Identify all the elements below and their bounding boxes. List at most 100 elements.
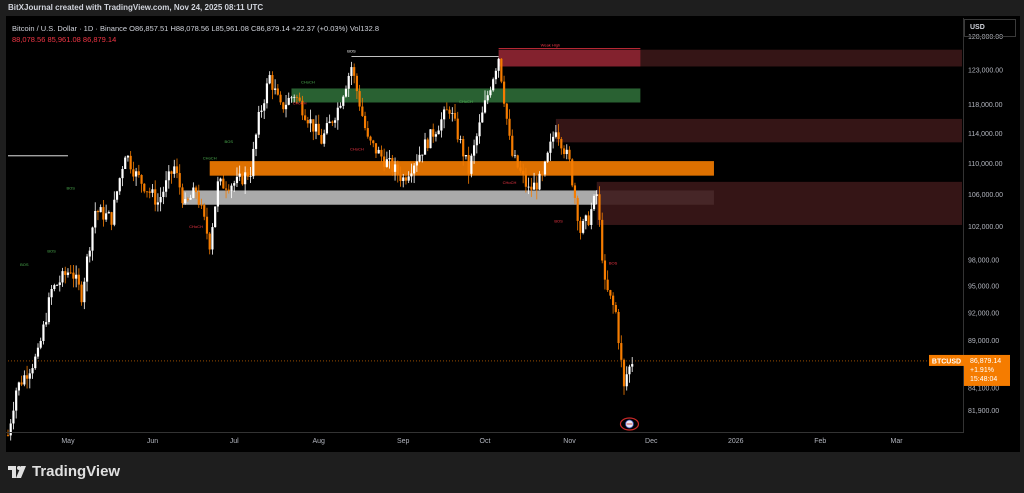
- y-tick-label: 128,000.00: [968, 34, 1003, 41]
- candle-body: [584, 215, 587, 221]
- candle-body: [72, 272, 75, 279]
- y-tick-label: 110,000.00: [968, 161, 1003, 168]
- candle-body: [470, 155, 473, 174]
- candle-body: [481, 112, 484, 123]
- candle-body: [96, 211, 100, 213]
- candle-body: [17, 382, 21, 391]
- candle-body: [105, 213, 108, 220]
- candle-body: [363, 115, 367, 129]
- candle-body: [554, 132, 557, 137]
- annotation-label: Weak High: [541, 42, 561, 47]
- candle-body: [211, 227, 214, 250]
- zone-box: [498, 49, 641, 67]
- x-tick-label: Aug: [312, 438, 325, 445]
- candle-body: [304, 115, 307, 120]
- candle-body: [164, 180, 168, 192]
- zone-box: [209, 161, 714, 176]
- candle-body: [268, 75, 271, 84]
- x-tick-label: Mar: [891, 438, 904, 445]
- candle-body: [137, 171, 140, 176]
- candle-body: [456, 118, 459, 140]
- time-axis: May Jun Jul Aug Sep Oct Nov Dec 2026 Feb Mar: [61, 438, 903, 445]
- candle-body: [192, 187, 195, 198]
- candle-body: [244, 172, 247, 185]
- candle-body: [587, 215, 590, 225]
- candle-body: [83, 281, 86, 303]
- candle-body: [238, 173, 241, 177]
- candle-body: [184, 198, 187, 204]
- candle-body: [631, 364, 634, 367]
- price-tag-symbol-bg: [929, 354, 964, 366]
- candle-body: [549, 141, 552, 153]
- candle-body: [323, 133, 326, 144]
- y-tick-label: 92,000.00: [968, 310, 999, 317]
- tradingview-logo-icon: [8, 465, 26, 478]
- annotation-label: BOS: [225, 139, 234, 144]
- candle-body: [219, 178, 222, 182]
- candle-body: [15, 390, 18, 411]
- currency-button[interactable]: [964, 19, 1016, 37]
- candle-body: [524, 174, 527, 187]
- candle-body: [189, 197, 192, 200]
- y-tick-label: 84,100.00: [968, 386, 999, 393]
- candle-body: [47, 297, 50, 323]
- price-tag: BTCUSD 86,879.14 +1.91% 15:48:04: [929, 354, 1010, 386]
- candle-body: [252, 148, 255, 177]
- candle-body: [88, 250, 91, 257]
- candle-body: [336, 107, 339, 121]
- candle-body: [388, 158, 391, 160]
- zone-box: [596, 181, 962, 225]
- candle-body: [45, 322, 48, 325]
- candle-body: [140, 175, 143, 184]
- legend-row-2: 88,078.56 85,961.08 86,879.14: [12, 35, 116, 44]
- candle-body: [80, 284, 83, 303]
- candle-body: [472, 145, 476, 156]
- candle-body: [31, 368, 34, 374]
- candle-body: [124, 157, 127, 169]
- candle-body: [135, 171, 138, 177]
- candle-body: [121, 168, 124, 179]
- annotation-label: BOS: [554, 219, 563, 224]
- candle-body: [601, 219, 604, 261]
- x-tick-label: Sep: [397, 438, 410, 445]
- chart-canvas[interactable]: BOS Weak High CHoCH CHoCH CHoCH CHoCH CHoCH CHo…: [0, 0, 1024, 452]
- annotation-label: CHoCH: [203, 156, 217, 161]
- y-tick-label: 81,900.00: [968, 408, 999, 415]
- candle-body: [423, 139, 427, 155]
- tradingview-logo[interactable]: TradingView: [8, 463, 120, 480]
- candle-body: [298, 97, 301, 101]
- candle-body: [440, 119, 443, 131]
- candle-body: [467, 155, 470, 174]
- candle-body: [216, 181, 219, 207]
- candle-body: [224, 188, 228, 190]
- candle-body: [145, 191, 149, 193]
- candle-body: [293, 96, 296, 98]
- candle-body: [227, 189, 230, 191]
- zone-box: [182, 190, 714, 205]
- candle-body: [497, 58, 500, 71]
- candle-body: [162, 191, 165, 198]
- candle-body: [366, 128, 369, 137]
- candle-body: [197, 192, 200, 205]
- candle-body: [516, 155, 519, 168]
- candle-body: [535, 182, 538, 190]
- candle-body: [437, 130, 440, 135]
- candle-body: [306, 119, 309, 124]
- candle-body: [530, 186, 533, 190]
- candle-body: [282, 102, 285, 110]
- candle-body: [620, 343, 623, 360]
- brand-text: TradingView: [32, 463, 121, 480]
- candle-body: [500, 58, 503, 82]
- candle-body: [355, 75, 358, 92]
- annotation-label: CHoCH: [293, 101, 307, 106]
- candle-body: [20, 382, 23, 385]
- candle-body: [508, 118, 511, 136]
- candle-body: [614, 304, 617, 312]
- x-tick-label: Feb: [814, 438, 826, 445]
- candle-body: [571, 159, 574, 186]
- candle-body: [552, 136, 555, 142]
- candle-body: [464, 155, 468, 157]
- candle-body: [271, 75, 274, 90]
- candle-body: [159, 197, 162, 203]
- candle-body: [339, 105, 342, 108]
